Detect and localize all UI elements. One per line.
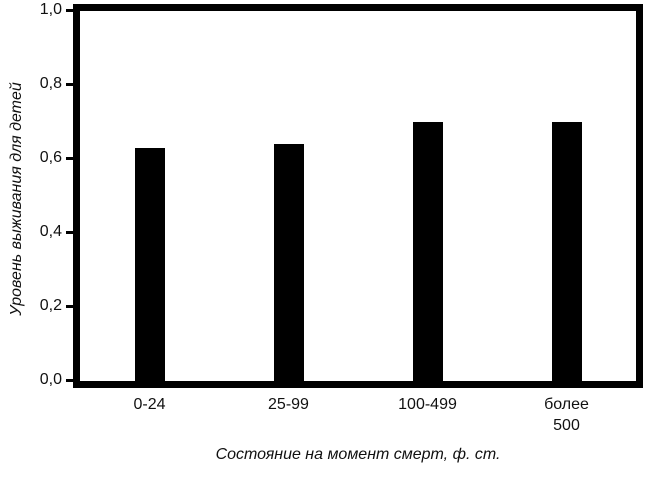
y-tick-label: 0,6 [39,149,62,166]
plot-area [73,4,643,388]
bars-container [80,11,636,381]
bar-25-99 [273,144,304,381]
y-axis-title: Уровень выживания для детей [8,82,25,316]
y-tick-mark [66,231,73,234]
y-tick-label: 0,8 [39,75,62,92]
x-tick-label: 100-499 [398,396,457,413]
bar-slot [219,11,358,381]
bar-более 500 [551,122,582,381]
bar-0-24 [134,148,165,381]
y-tick-label: 1,0 [39,1,62,18]
y-tick-label: 0,4 [39,223,62,240]
bar-slot [358,11,497,381]
bar-slot [497,11,636,381]
bar-100-499 [412,122,443,381]
bar-slot [80,11,219,381]
y-tick-label: 0,0 [39,371,62,388]
x-axis-labels: 0-24 25-99 100-499 более 500 [80,394,636,436]
x-axis-title: Состояние на момент смерт, ф. ст. [215,446,501,463]
y-tick-mark [66,157,73,160]
x-tick-label: более 500 [544,396,589,434]
y-tick-mark [66,83,73,86]
y-tick-mark [66,9,73,12]
x-tick-label: 25-99 [268,396,309,413]
y-tick-mark [66,379,73,382]
x-tick-label: 0-24 [133,396,166,413]
y-tick-label: 0,2 [39,297,62,314]
y-tick-mark [66,305,73,308]
